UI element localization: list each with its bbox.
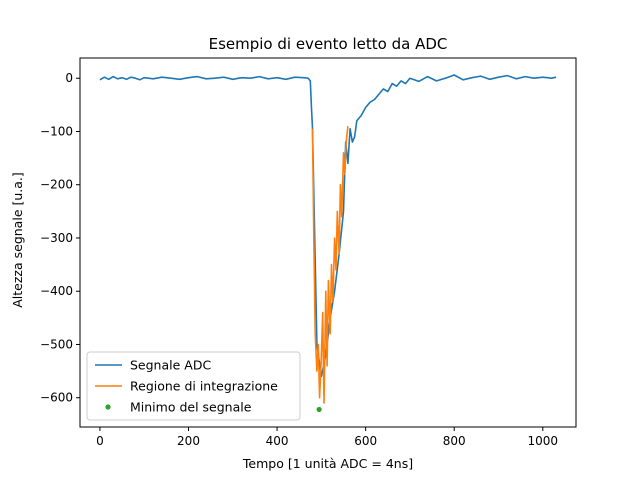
y-tick-label: −200 bbox=[40, 178, 73, 192]
legend-box bbox=[86, 351, 301, 421]
x-tick-label: 400 bbox=[266, 434, 289, 448]
legend-label: Segnale ADC bbox=[130, 358, 211, 373]
y-tick-label: 0 bbox=[65, 71, 73, 85]
chart-title: Esempio di evento letto da ADC bbox=[209, 35, 448, 53]
x-tick-label: 1000 bbox=[528, 434, 559, 448]
x-tick-label: 600 bbox=[354, 434, 377, 448]
x-tick-label: 0 bbox=[96, 434, 104, 448]
x-tick-label: 800 bbox=[443, 434, 466, 448]
legend-label: Regione di integrazione bbox=[130, 379, 278, 394]
y-tick-label: −400 bbox=[40, 284, 73, 298]
series-line-2 bbox=[311, 126, 349, 404]
series-line-1 bbox=[99, 74, 557, 378]
x-tick-label: 200 bbox=[177, 434, 200, 448]
legend-swatch bbox=[105, 404, 111, 410]
y-tick-label: −500 bbox=[40, 337, 73, 351]
y-axis-label: Altezza segnale [u.a.] bbox=[10, 172, 25, 308]
x-axis-label: Tempo [1 unità ADC = 4ns] bbox=[242, 456, 413, 471]
axes-frame bbox=[79, 57, 577, 428]
legend-label: Minimo del segnale bbox=[130, 400, 252, 415]
minimum-point bbox=[316, 406, 322, 413]
y-tick-label: −300 bbox=[40, 231, 73, 245]
plot-area: 0 200 400 600 800 1000 0 −100 −200 −300 −400 −500 −6… bbox=[40, 57, 577, 448]
y-tick-label: −600 bbox=[40, 391, 73, 405]
y-tick-label: −100 bbox=[40, 124, 73, 138]
legend: Segnale ADC Regione di integrazione Minimo… bbox=[86, 351, 301, 421]
